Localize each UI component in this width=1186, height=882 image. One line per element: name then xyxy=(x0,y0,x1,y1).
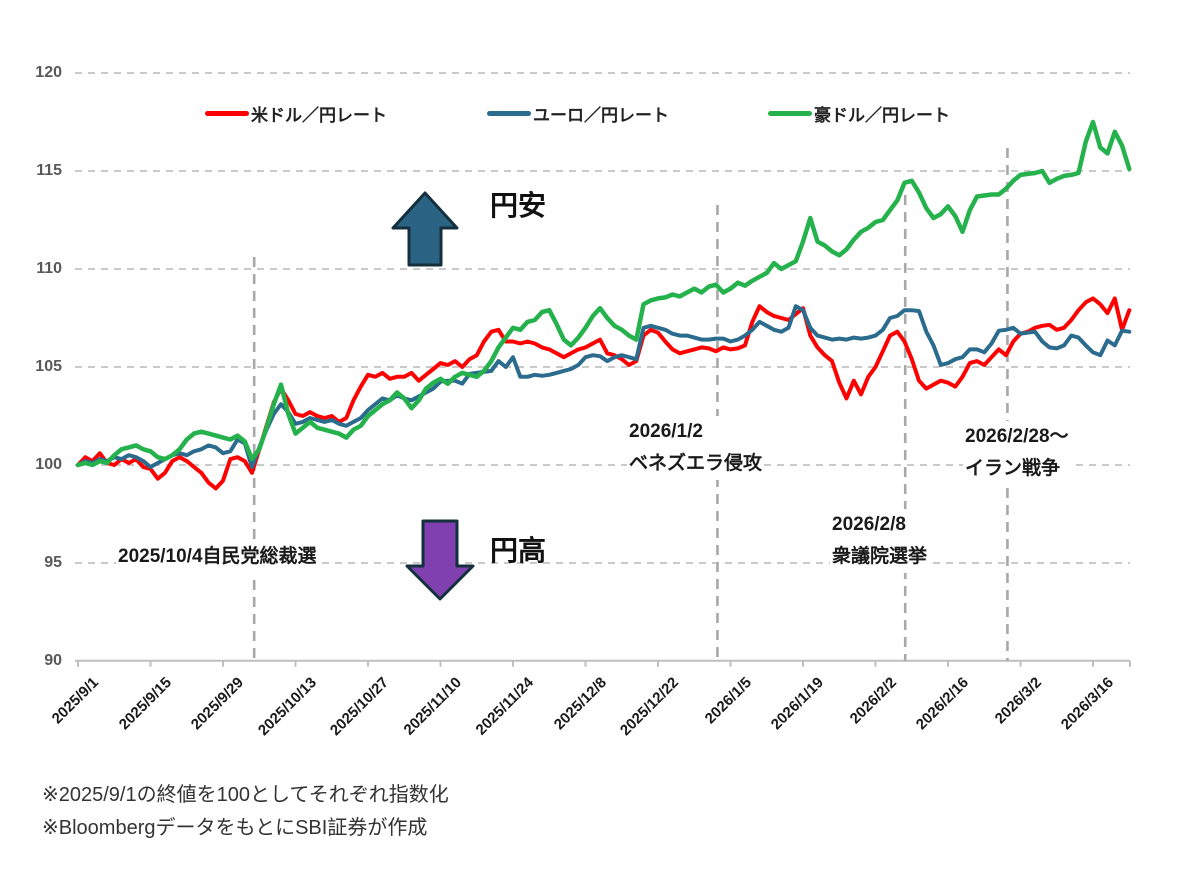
legend-item-eur-jpy: ユーロ／円レート xyxy=(487,101,669,126)
yen-strong-label: 円高 xyxy=(490,535,547,566)
annotation-lower-house-text: 衆議院選挙 xyxy=(832,546,928,567)
usd-line-swatch xyxy=(205,111,249,116)
legend-label-aud-jpy: 豪ドル／円レート xyxy=(814,106,950,125)
y-axis-label-110: 110 xyxy=(36,260,62,277)
annotation-iran-war-text: イラン戦争 xyxy=(965,458,1061,479)
yen-weak-label: 円安 xyxy=(490,190,547,221)
legend: 米ドル／円レート ユーロ／円レート 豪ドル／円レート xyxy=(0,101,1186,125)
y-axis-label-90: 90 xyxy=(44,652,62,669)
annotation-iran-war: 2026/2/28〜 イラン戦争 xyxy=(963,421,1071,485)
y-axis-label-105: 105 xyxy=(35,358,62,375)
y-axis-label-115: 115 xyxy=(36,162,62,179)
annotation-lower-house-election: 2026/2/8 衆議院選挙 xyxy=(830,509,930,573)
yen-strong-down-arrow-icon xyxy=(405,519,475,601)
annotation-ldp-election: 2025/10/4自民党総裁選 xyxy=(116,541,319,573)
annotation-ldp-election-text: 2025/10/4自民党総裁選 xyxy=(118,546,317,567)
series-line-2 xyxy=(76,304,1132,469)
footnotes: ※2025/9/1の終値を100としてそれぞれ指数化 ※Bloombergデータ… xyxy=(42,779,449,845)
legend-label-eur-jpy: ユーロ／円レート xyxy=(533,106,669,125)
y-axis-label-120: 120 xyxy=(35,64,62,81)
annotation-venezuela-date: 2026/1/2 xyxy=(629,421,703,442)
legend-item-usd-jpy: 米ドル／円レート xyxy=(205,101,387,126)
eur-line-swatch xyxy=(487,111,531,116)
y-axis-label-100: 100 xyxy=(35,456,62,473)
annotation-venezuela: 2026/1/2 ベネズエラ侵攻 xyxy=(627,416,765,480)
aud-line-swatch xyxy=(768,111,812,116)
annotation-lower-house-date: 2026/2/8 xyxy=(832,514,906,535)
series-line-1 xyxy=(76,296,1132,491)
footnote-source: ※BloombergデータをもとにSBI証券が作成 xyxy=(42,817,428,839)
series-line-3 xyxy=(75,119,1132,468)
y-axis-label-95: 95 xyxy=(44,554,62,571)
yen-weak-up-arrow-icon xyxy=(391,191,459,267)
annotation-venezuela-text: ベネズエラ侵攻 xyxy=(629,453,763,474)
annotation-iran-war-date: 2026/2/28〜 xyxy=(965,426,1069,447)
legend-label-usd-jpy: 米ドル／円レート xyxy=(251,106,387,125)
legend-item-aud-jpy: 豪ドル／円レート xyxy=(768,101,950,126)
footnote-indexation: ※2025/9/1の終値を100としてそれぞれ指数化 xyxy=(42,784,449,806)
